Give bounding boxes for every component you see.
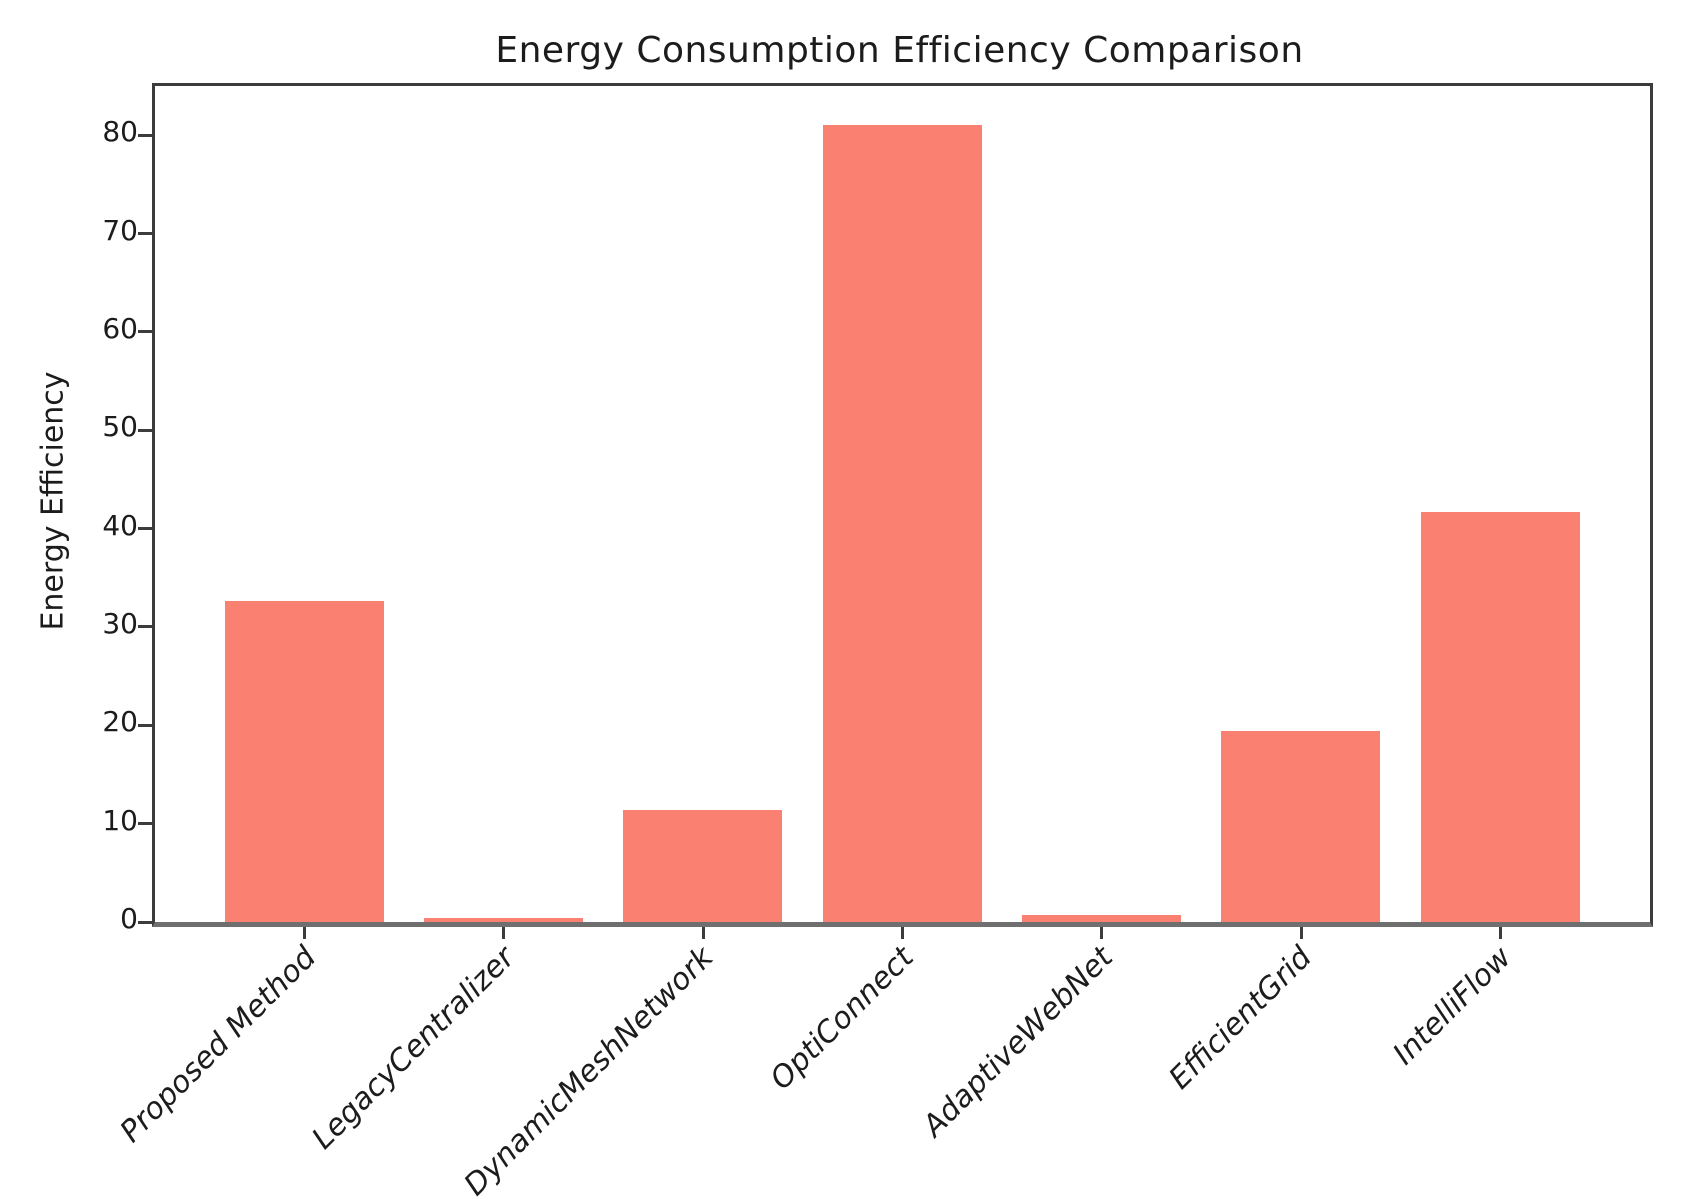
y-tick-mark [138, 724, 152, 727]
y-axis-tick-labels: 0 10 20 30 40 50 60 70 80 [42, 83, 138, 933]
x-tick-label-text: LegacyCentralizer [305, 940, 522, 1157]
x-tick-label-text: IntelliFlow [1386, 940, 1519, 1072]
plot-area [138, 83, 1653, 939]
y-tick-label: 30 [102, 607, 138, 640]
y-tick-mark [138, 822, 152, 825]
x-tick-mark [303, 927, 306, 939]
x-tick-label-text: Proposed Method [113, 940, 323, 1150]
chart-title: Energy Consumption Efficiency Comparison [495, 30, 1304, 71]
bar-efficientgrid [1221, 731, 1380, 922]
y-tick-mark [138, 330, 152, 333]
y-tick-label: 50 [102, 410, 138, 443]
y-tick-mark [138, 527, 152, 530]
y-tick-label: 40 [102, 509, 138, 542]
y-tick-label: 60 [102, 312, 138, 345]
y-tick-mark [138, 921, 152, 924]
y-tick-label: 10 [102, 804, 138, 837]
x-tick-mark [502, 927, 505, 939]
x-tick-mark [702, 927, 705, 939]
bar-adaptivewebnet [1022, 915, 1181, 922]
y-tick-mark [138, 429, 152, 432]
x-tick-mark [1499, 927, 1502, 939]
y-tick-mark [138, 232, 152, 235]
y-tick-label: 0 [120, 902, 138, 935]
x-tick-label-text: OptiConnect [763, 940, 921, 1097]
x-tick-mark [1100, 927, 1103, 939]
bar-legacycentralizer [424, 918, 583, 922]
x-tick-mark [1300, 927, 1303, 939]
bar-opticonnect [823, 125, 982, 922]
bar-proposed-method [225, 601, 384, 922]
y-tick-mark [138, 134, 152, 137]
y-tick-label: 80 [102, 115, 138, 148]
y-tick-mark [138, 625, 152, 628]
x-tick-mark [901, 927, 904, 939]
bar-intelliflow [1421, 512, 1580, 922]
bar-dynamicmeshnetwork [623, 810, 782, 922]
x-tick-label-text: AdaptiveWebNet [916, 940, 1120, 1144]
y-tick-label: 70 [102, 214, 138, 247]
x-tick-label-text: EfficientGrid [1162, 940, 1319, 1097]
y-tick-label: 20 [102, 705, 138, 738]
